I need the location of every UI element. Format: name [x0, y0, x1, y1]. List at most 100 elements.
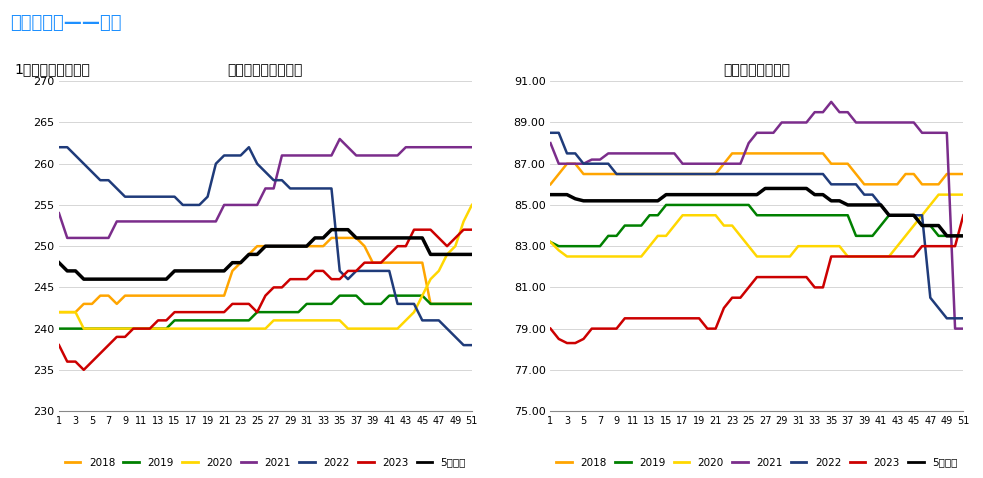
5年均值: [635, 198, 647, 204]
2020: [194, 326, 205, 331]
2020: [933, 192, 945, 197]
Line: 2019: 2019: [59, 295, 472, 328]
2020: [78, 326, 89, 331]
2019: [950, 233, 961, 239]
2018: [53, 309, 65, 315]
2021: [826, 99, 838, 105]
2022: [635, 171, 647, 177]
2020: [676, 212, 688, 218]
2023: [644, 315, 656, 321]
2022: [53, 144, 65, 150]
2018: [668, 171, 680, 177]
2022: [668, 171, 680, 177]
2018: [325, 235, 337, 241]
2019: [685, 202, 697, 208]
2021: [194, 218, 205, 224]
2021: [53, 210, 65, 216]
2019: [144, 326, 155, 331]
2021: [817, 109, 829, 115]
5年均值: [545, 192, 556, 197]
2019: [325, 301, 337, 307]
2018: [635, 171, 647, 177]
2021: [152, 218, 164, 224]
2023: [466, 227, 478, 232]
2022: [449, 334, 461, 340]
2023: [194, 309, 205, 315]
2023: [185, 309, 197, 315]
Line: 2018: 2018: [59, 238, 472, 312]
5年均值: [826, 198, 838, 204]
2022: [957, 315, 969, 321]
2022: [841, 182, 853, 187]
Title: 浮法玻璃：开工率: 浮法玻璃：开工率: [723, 63, 790, 77]
2022: [144, 194, 155, 199]
2020: [950, 192, 961, 197]
2023: [53, 342, 65, 348]
2021: [941, 130, 953, 136]
5年均值: [950, 233, 961, 239]
2018: [950, 171, 961, 177]
2023: [334, 276, 346, 282]
2019: [661, 202, 672, 208]
2022: [466, 342, 478, 348]
2018: [826, 161, 838, 166]
2021: [466, 144, 478, 150]
2018: [359, 243, 371, 249]
5年均值: [957, 233, 969, 239]
2018: [466, 301, 478, 307]
2018: [458, 301, 470, 307]
2018: [545, 182, 556, 187]
2021: [334, 136, 346, 142]
2020: [458, 218, 470, 224]
2020: [334, 317, 346, 323]
5年均值: [78, 276, 89, 282]
2018: [850, 171, 862, 177]
5年均值: [850, 202, 862, 208]
5年均值: [759, 185, 771, 191]
5年均值: [668, 192, 680, 197]
2018: [334, 235, 346, 241]
2020: [685, 212, 697, 218]
Line: 2021: 2021: [550, 102, 963, 329]
2022: [350, 268, 362, 274]
Title: 玻璃：产线开工条数: 玻璃：产线开工条数: [228, 63, 303, 77]
2023: [826, 254, 838, 260]
2020: [359, 326, 371, 331]
2022: [458, 342, 470, 348]
5年均值: [367, 235, 378, 241]
2021: [61, 235, 73, 241]
2019: [458, 301, 470, 307]
2019: [693, 202, 705, 208]
Line: 2022: 2022: [550, 133, 963, 318]
2021: [950, 326, 961, 332]
2022: [676, 171, 688, 177]
2018: [177, 293, 189, 298]
5年均值: [325, 227, 337, 232]
2021: [458, 144, 470, 150]
2023: [152, 317, 164, 323]
2018: [144, 293, 155, 298]
2019: [858, 233, 870, 239]
2019: [53, 326, 65, 331]
5年均值: [342, 227, 354, 232]
2019: [185, 317, 197, 323]
2023: [78, 367, 89, 373]
Text: 1、玻璃产线、产量: 1、玻璃产线、产量: [15, 62, 90, 76]
2020: [826, 243, 838, 249]
2020: [152, 326, 164, 331]
5年均值: [194, 268, 205, 274]
5年均值: [676, 192, 688, 197]
2019: [644, 212, 656, 218]
2019: [359, 301, 371, 307]
Line: 2022: 2022: [59, 147, 472, 345]
2023: [685, 315, 697, 321]
2021: [635, 151, 647, 156]
2019: [177, 317, 189, 323]
Line: 5年均值: 5年均值: [550, 188, 963, 236]
2022: [325, 185, 337, 191]
2022: [817, 171, 829, 177]
2021: [342, 144, 354, 150]
Line: 2021: 2021: [59, 139, 472, 238]
5年均值: [941, 233, 953, 239]
2021: [676, 161, 688, 166]
